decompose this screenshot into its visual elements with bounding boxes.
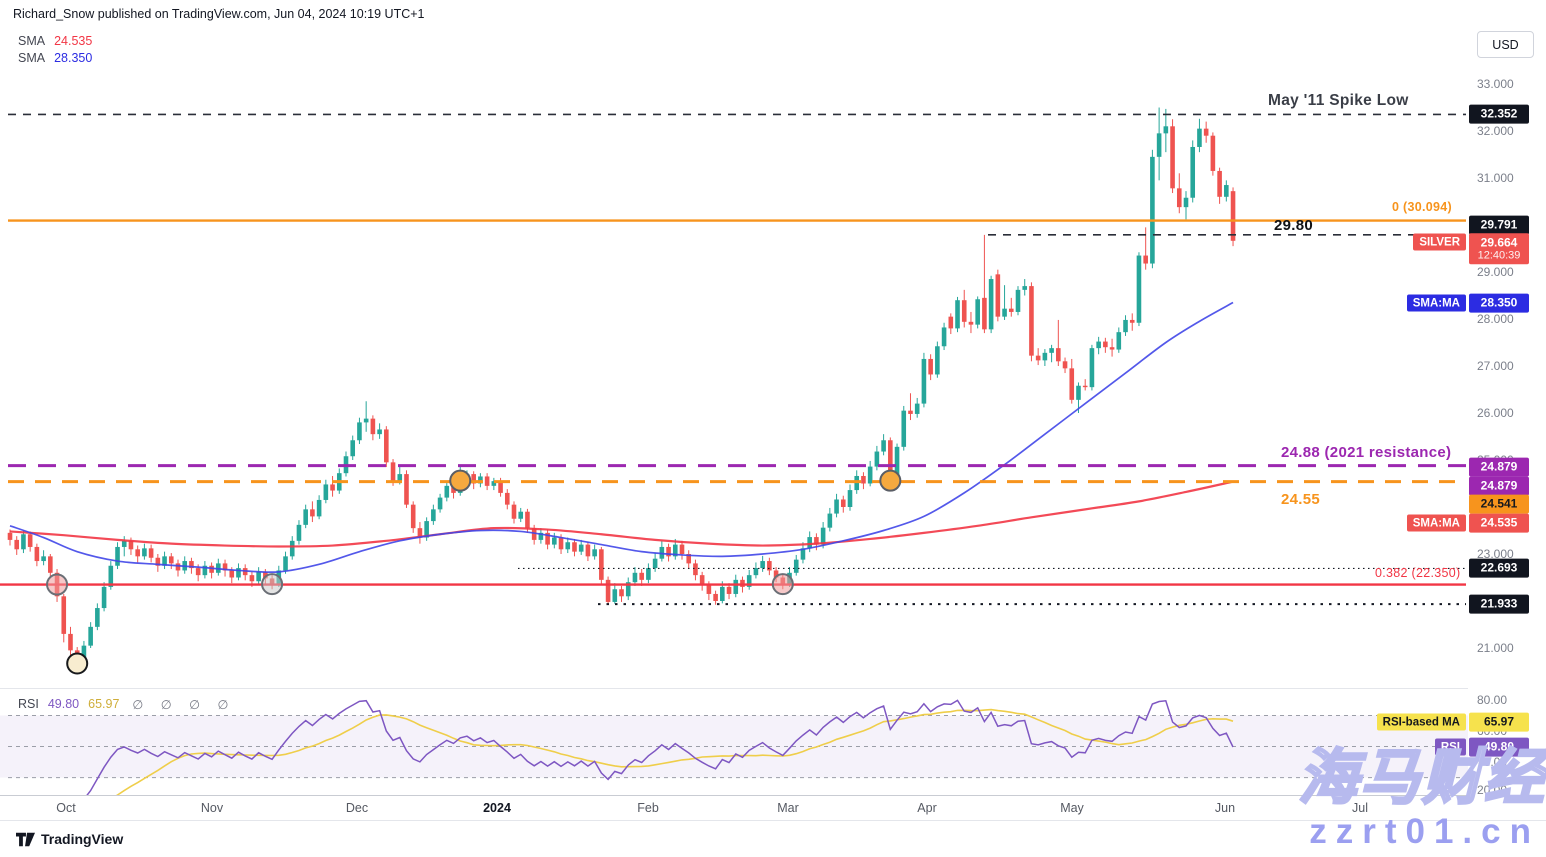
price-axis-tick: 40.00 [1477, 755, 1508, 769]
time-axis-label-apr: Apr [917, 801, 937, 815]
label-resistance-1: 24.879 [1469, 457, 1529, 477]
badge-sma-slow: SMA:MA [1406, 514, 1466, 532]
rsi-pane[interactable] [0, 715, 1468, 779]
footer-bar [0, 821, 1546, 857]
price-axis-tick: 32.000 [1477, 124, 1514, 138]
time-axis-label-oct: Oct [56, 801, 76, 815]
time-axis-label-dec: Dec [345, 801, 369, 815]
badge-sma-fast: SMA:MA [1406, 294, 1466, 312]
badge-rsi: RSI [1434, 738, 1466, 756]
label-rsi-ma: 65.97 [1469, 712, 1529, 732]
price-axis-panel[interactable] [1468, 0, 1546, 820]
anno-2021-resistance[interactable]: 24.88 (2021 resistance) [1281, 444, 1452, 461]
price-axis-tick: 33.000 [1477, 77, 1514, 91]
price-axis-tick: 80.00 [1477, 693, 1508, 707]
rsi-label: RSI [18, 697, 39, 711]
sma-fast-value: 28.350 [54, 51, 93, 65]
highlight-circle-marker[interactable] [66, 652, 89, 675]
label-21933: 21.933 [1469, 594, 1529, 614]
sma-fast-label: SMA [18, 51, 46, 65]
rsi-ma-value: 65.97 [88, 697, 120, 711]
label-rsi: 49.80 [1469, 737, 1529, 757]
rsi-line [86, 699, 1234, 795]
anno-fib-382[interactable]: 0.382 (22.350) [1375, 566, 1461, 580]
time-axis-label-nov: Nov [200, 801, 224, 815]
rsi-hidden-values: ∅ ∅ ∅ ∅ [132, 698, 236, 712]
price-axis-tick: 21.000 [1477, 641, 1514, 655]
time-axis-label-jul: Jul [1352, 801, 1368, 815]
rsi-value: 49.80 [47, 697, 80, 711]
anno-fib-0[interactable]: 0 (30.094) [1392, 200, 1452, 214]
price-axis-tick: 31.000 [1477, 171, 1514, 185]
anno-may11-spike-low[interactable]: May '11 Spike Low [1268, 92, 1409, 109]
time-axis-label-feb: Feb [637, 801, 659, 815]
highlight-circle-marker[interactable] [879, 469, 902, 492]
highlight-circle-marker[interactable] [46, 573, 69, 596]
label-spike-low: 32.352 [1469, 104, 1529, 124]
highlight-circle-marker[interactable] [449, 469, 472, 492]
price-axis-tick: 29.000 [1477, 265, 1514, 279]
label-22693: 22.693 [1469, 558, 1529, 578]
label-sma-slow: 24.535 [1469, 513, 1529, 533]
legend-sma-fast[interactable]: SMA 28.350 [18, 51, 92, 65]
badge-rsi-ma: RSI-based MA [1376, 713, 1466, 731]
currency-selector-button[interactable]: USD [1477, 31, 1534, 58]
time-axis-label-jun: Jun [1214, 801, 1236, 815]
label-sma-fast: 28.350 [1469, 293, 1529, 313]
rsi-band-fill [0, 715, 1468, 778]
label-24541: 24.541 [1469, 494, 1529, 514]
legend-rsi[interactable]: RSI 49.80 65.97 ∅ ∅ ∅ ∅ [18, 697, 235, 712]
price-axis-tick: 27.000 [1477, 359, 1514, 373]
rsi-ma-line [115, 708, 1234, 795]
label-resistance-2: 24.879 [1469, 476, 1529, 496]
sma-slow-line[interactable] [9, 480, 1234, 548]
publication-byline: Richard_Snow published on TradingView.co… [13, 7, 425, 21]
candlestick-series[interactable] [7, 107, 1236, 666]
price-axis-tick: 20.00 [1477, 783, 1508, 797]
label-29791: 29.791 [1469, 215, 1529, 235]
price-axis-tick: 26.000 [1477, 406, 1514, 420]
time-axis-label-2024: 2024 [483, 801, 511, 815]
tradingview-brand-text: TradingView [41, 831, 124, 847]
sma-slow-value: 24.535 [54, 34, 93, 48]
badge-silver: SILVER [1413, 233, 1466, 251]
tradingview-brand[interactable]: TradingView [16, 831, 123, 847]
anno-24-55[interactable]: 24.55 [1281, 491, 1321, 508]
highlight-circle-marker[interactable] [261, 573, 284, 596]
price-axis-tick: 23.000 [1477, 547, 1514, 561]
time-axis-label-mar: Mar [777, 801, 799, 815]
price-axis-tick: 28.000 [1477, 312, 1514, 326]
sma-fast-line[interactable] [9, 301, 1234, 574]
anno-29-80[interactable]: 29.80 [1274, 217, 1314, 234]
sma-slow-label: SMA [18, 34, 46, 48]
legend-sma-slow[interactable]: SMA 24.535 [18, 34, 92, 48]
label-last-price: 29.664 12:40:39 [1469, 233, 1529, 265]
highlight-circle-marker[interactable] [771, 573, 794, 596]
time-axis-label-may: May [1060, 801, 1084, 815]
time-axis-panel[interactable] [0, 796, 1546, 820]
tradingview-logo-icon [16, 832, 35, 846]
